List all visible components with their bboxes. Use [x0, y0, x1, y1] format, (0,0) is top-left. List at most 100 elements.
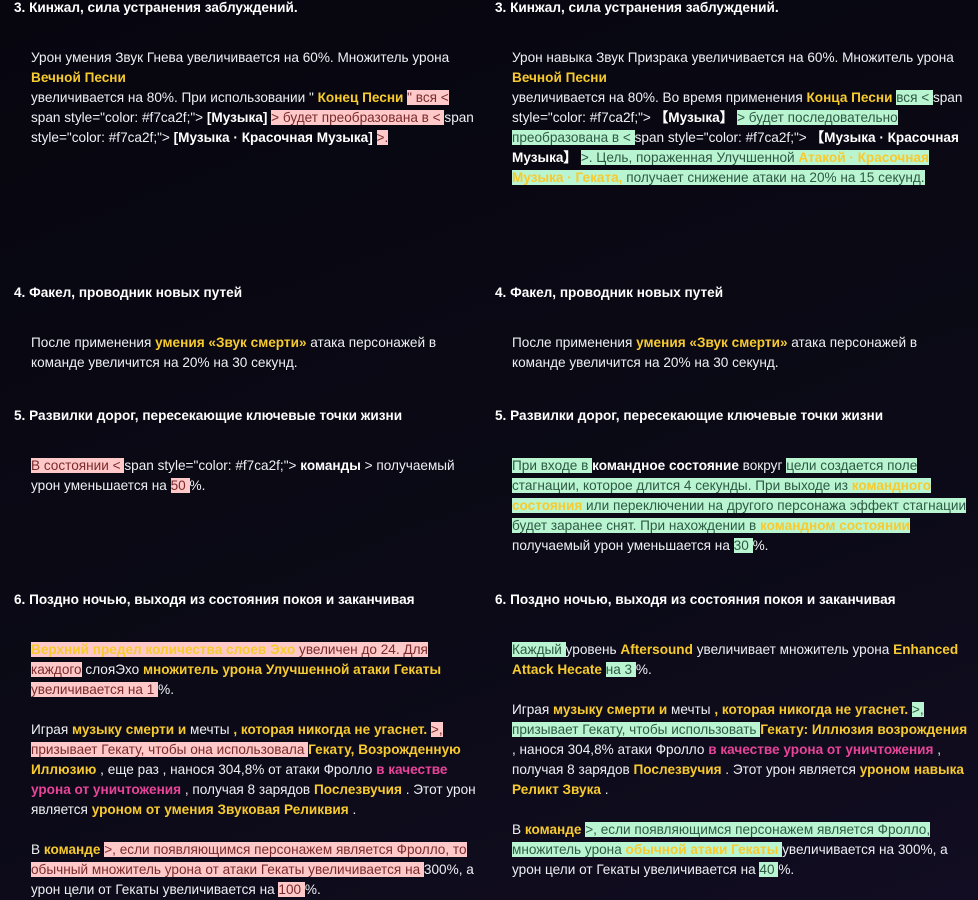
inserted-text: Каждый — [512, 642, 566, 657]
paragraph: После применения умения «Звук смерти» ат… — [512, 333, 968, 373]
text-segment: Играя — [512, 702, 553, 717]
text-segment: уровень — [565, 642, 621, 657]
text-segment: %. — [635, 662, 652, 677]
text-segment: %. — [752, 538, 769, 553]
text-segment: В — [31, 842, 44, 857]
text-segment: Играя — [31, 722, 72, 737]
paragraph: В команде >, если появляющимся персонаже… — [512, 820, 968, 880]
paragraph: В состоянии < span style="color: #f7ca2f… — [31, 456, 479, 496]
revised-section: 6. Поздно ночью, выходя из состояния пок… — [489, 590, 978, 900]
section-title: 4. Факел, проводник новых путей — [495, 285, 724, 300]
original-section: 5. Развилки дорог, пересекающие ключевые… — [0, 406, 489, 590]
highlighted-term: , которая никогда не угаснет. — [233, 722, 431, 737]
revised-section: 3. Кинжал, сила устранения заблуждений. У… — [489, 0, 978, 283]
deleted-text: >. — [376, 130, 389, 145]
section-title: 3. Кинжал, сила устранения заблуждений. — [14, 0, 298, 15]
section-body: Верхний предел количества слоев Эхо увел… — [14, 640, 479, 900]
deleted-text: > будет преобразована в < — [271, 110, 445, 125]
text-segment: После применения — [31, 335, 156, 350]
text-segment: , получая 8 зарядов — [512, 742, 942, 777]
text-segment: увеличивается на 300%, а урон цели от Ге… — [512, 842, 948, 877]
bold-term: командное состояние — [592, 458, 739, 473]
highlighted-term: музыку смерти и — [553, 702, 668, 717]
highlighted-term: Aftersound — [620, 642, 693, 657]
inserted-term: командном состоянии — [760, 518, 910, 533]
text-segment: атака персонажей в команде увеличится на… — [512, 335, 918, 370]
bold-term: [Музыка · Красочная Музыка] — [173, 130, 377, 145]
highlighted-term: Послезвучия — [633, 762, 722, 777]
text-segment: увеличивается на 80%. При использовании … — [31, 90, 318, 105]
original-section: 3. Кинжал, сила устранения заблуждений. У… — [0, 0, 489, 283]
text-segment: span style="color: #f7ca2f;"> — [512, 90, 963, 125]
text-segment: > получаемый урон уменьшается на — [31, 458, 455, 493]
text-segment: мечты — [186, 722, 234, 737]
highlighted-term: Конца Песни — [806, 90, 897, 105]
text-segment: мечты — [667, 702, 715, 717]
revised-section: 4. Факел, проводник новых путей После при… — [489, 283, 978, 406]
damage-type-term: в качестве урона от уничтожения — [708, 742, 934, 757]
text-segment: . — [600, 782, 609, 797]
paragraph: Играя музыку смерти и мечты , которая ни… — [31, 720, 479, 820]
highlighted-term: , которая никогда не угаснет. — [714, 702, 912, 717]
deleted-term: Верхний предел количества слоев Эхо — [31, 642, 296, 657]
highlighted-term: Вечной Песни — [512, 70, 607, 85]
section-body: При входе в командное состояние вокруг ц… — [495, 456, 968, 556]
highlighted-term: Вечной Песни — [31, 70, 126, 85]
bold-term: 【Музыка】 — [654, 110, 738, 125]
highlighted-term: Enhanced Attack Hecate — [512, 642, 959, 677]
text-segment: span style="color: #f7ca2f;"> — [31, 110, 474, 145]
text-segment: %. — [304, 882, 321, 897]
highlighted-term: Гекату: Иллюзия возрождения — [760, 722, 968, 737]
paragraph: Верхний предел количества слоев Эхо увел… — [31, 640, 479, 700]
text-segment: , еще раз , нанося 304,8% от атаки Фролл… — [96, 762, 377, 777]
paragraph: Урон умения Звук Гнева увеличивается на … — [31, 48, 479, 148]
highlighted-term: Конец Песни — [317, 90, 408, 105]
text-segment: получаемый урон уменьшается на — [512, 538, 734, 553]
paragraph: Каждый уровень Aftersound увеличивает мн… — [512, 640, 968, 680]
text-segment: %. — [778, 862, 795, 877]
original-section: 4. Факел, проводник новых путей После при… — [0, 283, 489, 406]
deleted-text: " вся < — [407, 90, 449, 105]
text-segment: span style="color: #f7ca2f;"> — [124, 458, 301, 473]
text-segment: вокруг — [738, 458, 787, 473]
deleted-text: увеличивается на 1 — [31, 682, 159, 697]
highlighted-term: умения «Звук смерти» — [155, 335, 307, 350]
inserted-text: получает снижение атаки на 20% на 15 сек… — [622, 170, 925, 185]
text-segment: span style="color: #f7ca2f;"> — [634, 130, 811, 145]
text-segment: атака персонажей в команде увеличится на… — [31, 335, 437, 370]
text-segment: В — [512, 822, 525, 837]
section-title: 5. Развилки дорог, пересекающие ключевые… — [495, 408, 884, 423]
text-segment: . Этот урон является — [721, 762, 860, 777]
paragraph: При входе в командное состояние вокруг ц… — [512, 456, 968, 556]
inserted-text: При входе в — [512, 458, 593, 473]
highlighted-term: умения «Звук смерти» — [636, 335, 788, 350]
section-title: 4. Факел, проводник новых путей — [14, 285, 243, 300]
paragraph: Урон навыка Звук Призрака увеличивается … — [512, 48, 968, 188]
inserted-term: обычной атаки Гекаты — [625, 842, 783, 857]
text-segment: После применения — [512, 335, 637, 350]
inserted-text: 30 — [733, 538, 753, 553]
section-body: После применения умения «Звук смерти» ат… — [495, 333, 968, 373]
inserted-text: 40 — [759, 862, 779, 877]
section-title: 5. Развилки дорог, пересекающие ключевые… — [14, 408, 403, 423]
text-segment: %. — [158, 682, 174, 697]
section-body: Урон умения Звук Гнева увеличивается на … — [14, 48, 479, 148]
text-segment: . Этот урон является — [31, 782, 476, 817]
highlighted-term: команде — [43, 842, 105, 857]
bold-term: [Музыка] — [206, 110, 272, 125]
text-segment: Урон умения Звук Гнева увеличивается на … — [31, 50, 450, 65]
text-segment: , получая 8 зарядов — [181, 782, 314, 797]
text-segment: , нанося 304,8% атаки Фролло — [512, 742, 709, 757]
paragraph: В команде >, если появляющимся персонаже… — [31, 840, 479, 900]
section-body: Каждый уровень Aftersound увеличивает мн… — [495, 640, 968, 880]
text-segment: . — [348, 802, 357, 817]
paragraph: После применения умения «Звук смерти» ат… — [31, 333, 479, 373]
highlighted-term: Послезвучия — [313, 782, 402, 797]
highlighted-term: уроном от умения Звуковая Реликвия — [91, 802, 349, 817]
paragraph: Играя музыку смерти и мечты , которая ни… — [512, 700, 968, 800]
section-title: 3. Кинжал, сила устранения заблуждений. — [495, 0, 779, 15]
section-body: После применения умения «Звук смерти» ат… — [14, 333, 479, 373]
text-segment: 300%, а урон цели от Гекаты увеличиваетс… — [31, 862, 474, 897]
original-section: 6. Поздно ночью, выходя из состояния пок… — [0, 590, 489, 900]
